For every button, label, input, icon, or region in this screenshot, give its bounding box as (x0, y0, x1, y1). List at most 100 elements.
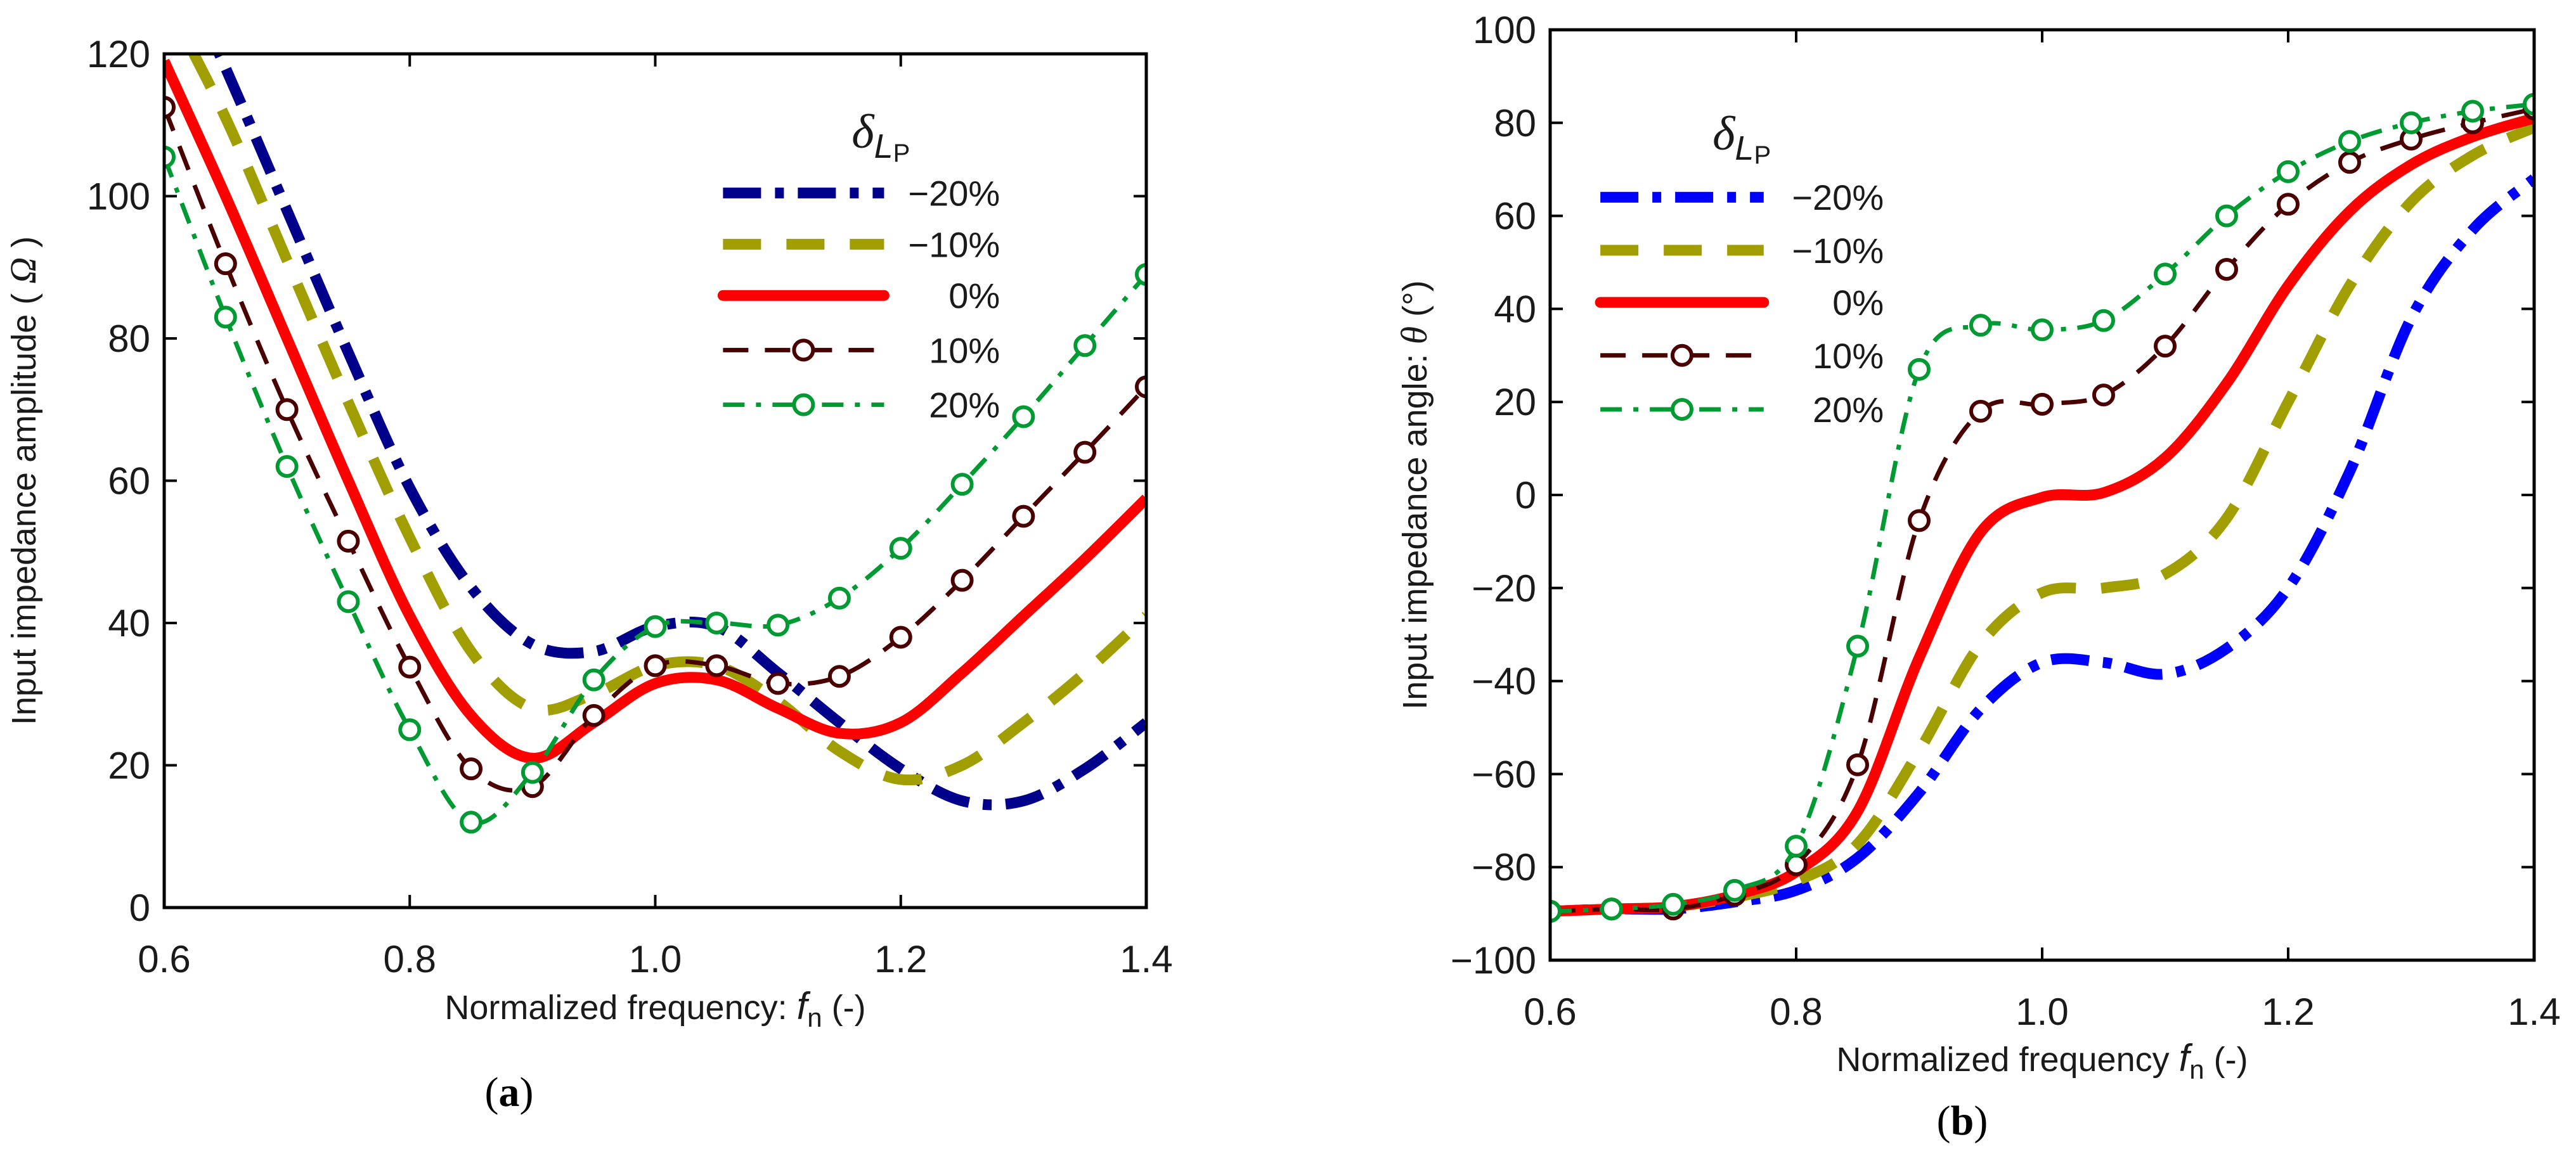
data-point-marker (2154, 262, 2177, 286)
y-axis-label-suffix: ) (5, 236, 43, 257)
panel-label: (a) (485, 1069, 534, 1115)
x-tick-label: 0.6 (138, 938, 190, 980)
legend-marker (792, 338, 815, 362)
data-point-marker (889, 537, 912, 560)
legend-title-sub2: P (1754, 141, 1771, 169)
panel-letter: b (1951, 1098, 1974, 1144)
y-axis-label-suffix: (°) (1396, 280, 1434, 326)
data-point-marker (460, 811, 483, 834)
x-tick-label: 0.8 (1770, 991, 1822, 1033)
legend-title: δLP (851, 105, 910, 167)
data-point-marker (767, 613, 790, 637)
x-axis-label-text: Normalized frequency (1836, 1041, 2178, 1079)
data-point-marker (1908, 509, 1931, 532)
y-tick-label: −100 (1451, 939, 1536, 982)
data-point-marker (275, 398, 299, 421)
data-point-marker (1969, 399, 1992, 423)
data-point-marker (644, 615, 667, 638)
data-point-marker (1550, 899, 1562, 923)
data-point-marker (582, 703, 605, 727)
series-line-0 (213, 54, 1146, 811)
legend-title-sub: L (1735, 129, 1754, 167)
data-point-marker (582, 668, 605, 691)
data-point-marker (827, 586, 851, 610)
data-point-marker (950, 473, 974, 496)
data-point-marker (2215, 258, 2238, 281)
y-tick-label: 40 (1494, 288, 1536, 330)
data-point-marker (2400, 111, 2423, 134)
y-tick-label: −80 (1472, 846, 1536, 889)
y-tick-label: −60 (1472, 753, 1536, 795)
legend-label: 0% (948, 276, 1000, 316)
data-point-marker (1135, 262, 1146, 286)
y-axis-label-var: Ω (3, 257, 44, 284)
legend-title-sub2: P (893, 139, 910, 167)
y-axis-label-text: Input impedance angle: (1396, 344, 1434, 709)
legend: δLP −20% −10% 0% 10% 20% (717, 105, 1000, 425)
x-axis-label-sub: n (807, 1003, 822, 1032)
x-axis-label-suffix: (-) (2204, 1041, 2248, 1079)
x-tick-label: 1.2 (874, 938, 927, 980)
legend-title: δLP (1712, 107, 1771, 169)
series-line-3 (164, 106, 1146, 793)
data-point-marker (164, 145, 176, 169)
series-line-0 (1550, 174, 2534, 917)
data-point-marker (398, 718, 422, 742)
y-tick-label: 120 (87, 33, 150, 75)
series-group (1550, 93, 2534, 923)
y-tick-label: 20 (1494, 381, 1536, 423)
legend-label: 20% (929, 385, 1000, 425)
legend-label: −10% (1792, 231, 1884, 271)
legend-label: 10% (1813, 336, 1884, 376)
data-point-marker (2031, 392, 2054, 416)
data-point-marker (1073, 440, 1097, 464)
data-point-marker (460, 757, 483, 781)
data-point-marker (164, 96, 176, 119)
data-point-marker (1908, 357, 1931, 381)
data-point-marker (2031, 318, 2054, 342)
legend-title-sub: L (874, 127, 893, 165)
data-point-marker (2338, 151, 2361, 174)
x-axis-label-var: f (797, 985, 811, 1027)
y-tick-label: −40 (1472, 660, 1536, 703)
data-point-marker (2092, 309, 2115, 332)
x-tick-label: 0.8 (384, 938, 436, 980)
y-axis-label: Input impedance amplitude ( Ω ) (3, 236, 44, 725)
data-point-marker (398, 655, 422, 679)
data-point-marker (1012, 504, 1035, 528)
data-point-marker (2092, 383, 2115, 407)
data-point-marker (337, 529, 360, 553)
y-tick-label: 60 (1494, 195, 1536, 238)
data-point-marker (2461, 100, 2484, 123)
y-tick-label: −20 (1472, 567, 1536, 610)
x-axis-label-sub: n (2189, 1055, 2204, 1084)
x-tick-label: 1.4 (1120, 938, 1172, 980)
panel-label: (b) (1937, 1098, 1988, 1144)
data-point-marker (644, 654, 667, 678)
data-point-marker (2215, 204, 2238, 228)
series-line-1 (1550, 122, 2534, 917)
legend-title-symbol: δ (1712, 107, 1736, 160)
x-tick-label: 1.0 (2016, 991, 2068, 1033)
plot-frame (1548, 28, 2536, 962)
data-point-marker (1135, 375, 1146, 399)
x-axis-label: Normalized frequency fn (-) (1836, 1037, 2248, 1084)
x-tick-label: 0.6 (1524, 991, 1576, 1033)
y-axis-label-var: θ (1394, 326, 1435, 345)
data-point-marker (1662, 892, 1685, 916)
data-point-marker (1600, 897, 1623, 921)
data-point-marker (705, 654, 728, 678)
data-point-marker (1785, 835, 1808, 858)
y-tick-label: 100 (87, 176, 150, 218)
legend-label: 0% (1832, 283, 1884, 323)
panel-letter: a (499, 1069, 520, 1115)
data-point-marker (1969, 314, 1992, 337)
y-tick-label: 40 (108, 602, 150, 645)
legend-label: −20% (1792, 177, 1884, 217)
data-point-marker (275, 455, 299, 478)
data-point-marker (827, 665, 851, 688)
legend: δLP −20% −10% 0% 10% 20% (1595, 107, 1884, 430)
chart-panel-b: 0.6 0.8 1.0 1.2 1.4 −100 −80 −60 −40 −20 0 20 40 60 80… (1394, 9, 2561, 1144)
legend-marker (1670, 397, 1693, 421)
